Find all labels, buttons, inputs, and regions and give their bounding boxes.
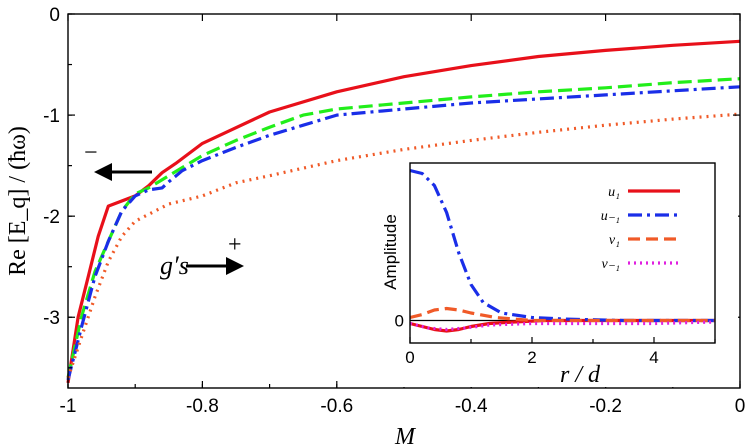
annotation-gs-label: g′s [160,251,189,280]
inset-y-tick-label: 0 [395,312,404,331]
inset-x-tick-label: 0 [405,348,414,367]
inset-x-tick-label: 2 [527,348,536,367]
main-x-tick-label: -0.4 [455,396,488,417]
inset-x-tick-label: 4 [649,348,658,367]
main-y-tick-label: -3 [43,308,60,329]
main-x-tick-label: 0 [735,396,746,417]
legend-label: v₋₁ [602,257,620,272]
annotation-minus: − [84,140,98,166]
chart-figure: -1 -0.8 -0.6 -0.4 -0.2 0 0 -1 -2 -3 M Re [E_q] / … [0,0,747,447]
chart-svg: -1 -0.8 -0.6 -0.4 -0.2 00-1-2-3 M Re [E_q] / … [0,0,747,447]
annotation-plus: + [228,232,242,258]
main-y-tick-label: -2 [43,207,60,228]
main-x-tick-label: -0.2 [589,396,622,417]
inset-x-axis-label: r / d [560,362,601,388]
inset-y-axis-label: Amplitude [381,214,400,290]
main-x-tick-label: -1 [60,396,77,417]
right-arrow-head [226,257,244,275]
legend-label: u₋₁ [601,209,620,224]
main-x-axis-label: M [394,424,417,447]
legend-label: u₁ [608,185,620,200]
main-y-axis-label: Re [E_q] / (ħω) [5,126,31,276]
main-y-tick-label: 0 [49,5,60,26]
legend-label: v₁ [609,233,620,248]
main-x-tick-label: -0.8 [186,396,219,417]
main-y-tick-label: -1 [43,106,60,127]
main-x-tick-label: -0.6 [320,396,353,417]
inset-background [397,157,738,387]
